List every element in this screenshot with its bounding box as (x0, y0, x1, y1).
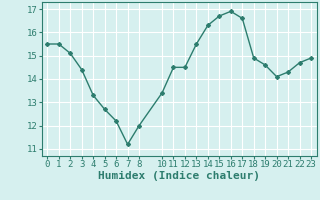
X-axis label: Humidex (Indice chaleur): Humidex (Indice chaleur) (98, 171, 260, 181)
